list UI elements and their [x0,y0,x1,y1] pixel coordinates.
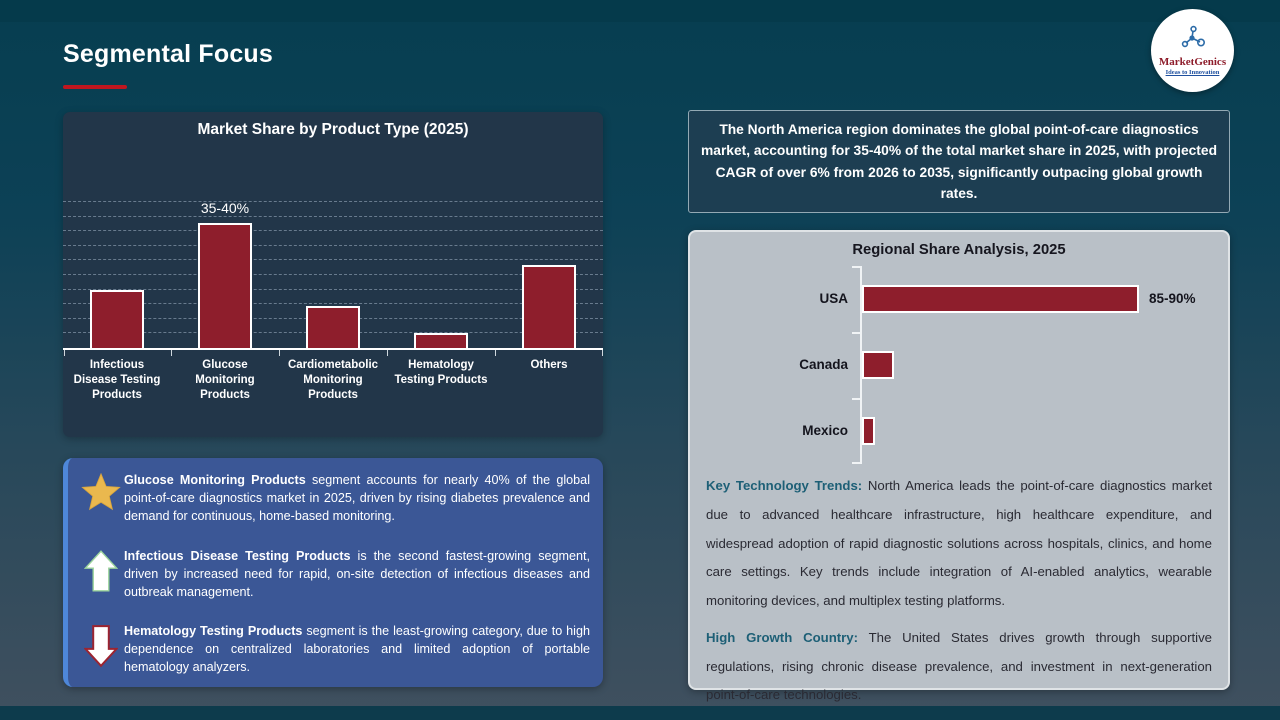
bar-Infectious Disease Testing Products [90,289,144,348]
insights-panel: Glucose Monitoring Products segment acco… [63,458,603,687]
up-arrow-icon [78,547,124,593]
axis-tick [171,350,172,356]
axis-tick [852,398,860,400]
gridline [63,303,603,305]
bar-data-label: 35-40% [200,200,250,217]
category-label: Others [530,359,568,371]
gridline [63,259,603,261]
bar-Others [522,264,576,348]
bottom-strip [0,706,1280,720]
category-label: Canada [799,357,848,372]
insight-infectious: Infectious Disease Testing Products is t… [78,547,593,601]
insight-text: Glucose Monitoring Products segment acco… [124,473,590,523]
insight-text: Hematology Testing Products segment is t… [124,624,590,674]
insight-glucose: Glucose Monitoring Products segment acco… [78,471,593,525]
bar-USA [862,285,1139,313]
trends-text: North America leads the point-of-care di… [706,478,1213,609]
y-axis-line [860,266,862,464]
bar-data-label: 85-90% [1149,291,1196,306]
bar-Hematology Testing Products [414,333,468,348]
logo-name: MarketGenics [1158,55,1227,68]
category-label: Cardiometabolic Monitoring Products [287,359,379,401]
bar-Mexico [862,417,875,445]
page-title: Segmental Focus [63,40,273,68]
headline-text: The North America region dominates the g… [701,121,1217,201]
bar-Cardiometabolic Monitoring Products [306,306,360,348]
gridline [63,215,603,217]
regional-chart-title: Regional Share Analysis, 2025 [852,242,1066,258]
category-label: Infectious Disease Testing Products [73,359,161,401]
gridline [63,201,603,202]
bar-Canada [862,351,894,379]
insight-hematology: Hematology Testing Products segment is t… [78,622,593,676]
logo-tagline: Ideas to Innovation [1165,69,1220,77]
growth-text: The United States drives growth through … [706,629,1212,703]
bar-Glucose Monitoring Products [198,223,252,348]
trends-lead: Key Technology Trends: [706,478,863,493]
insight-text: Infectious Disease Testing Products is t… [124,548,590,599]
title-underline [63,85,127,89]
category-label: USA [819,291,848,306]
category-label: Mexico [802,423,848,438]
axis-tick [852,266,860,268]
regional-chart-plot: USA 85-90% Canada Mexico [706,266,1212,464]
axis-tick [495,350,496,356]
axis-tick [279,350,280,356]
column-chart-plot: 35-40% [63,200,603,356]
star-icon [78,471,124,511]
gridline [63,230,603,232]
column-chart-panel: Market Share by Product Type (2025) 35-4… [63,112,603,437]
trends-paragraph: Key Technology Trends: North America lea… [706,472,1212,616]
gridline [63,244,603,246]
regional-panel: Regional Share Analysis, 2025 USA 85-90% C… [688,230,1230,702]
gridline [63,288,603,290]
axis-tick [63,350,65,356]
category-label: Glucose Monitoring Products [195,359,255,401]
axis-tick [852,462,860,464]
down-arrow-icon [78,622,124,668]
axis-tick [852,332,860,334]
logo: MarketGenics Ideas to Innovation [1151,9,1234,92]
column-chart-title: Market Share by Product Type (2025) [197,121,469,138]
axis-tick [387,350,388,356]
molecule-icon [1180,25,1206,54]
growth-lead: High Growth Country: [706,629,859,645]
category-label: Hematology Testing Products [394,359,488,386]
gridline [63,274,603,275]
headline-box: The North America region dominates the g… [688,110,1230,213]
top-strip [0,0,1280,22]
column-chart-categories: Infectious Disease Testing Products Gluco… [63,358,603,403]
growth-paragraph: High Growth Country: The United States d… [706,624,1212,710]
axis-tick [601,350,603,356]
